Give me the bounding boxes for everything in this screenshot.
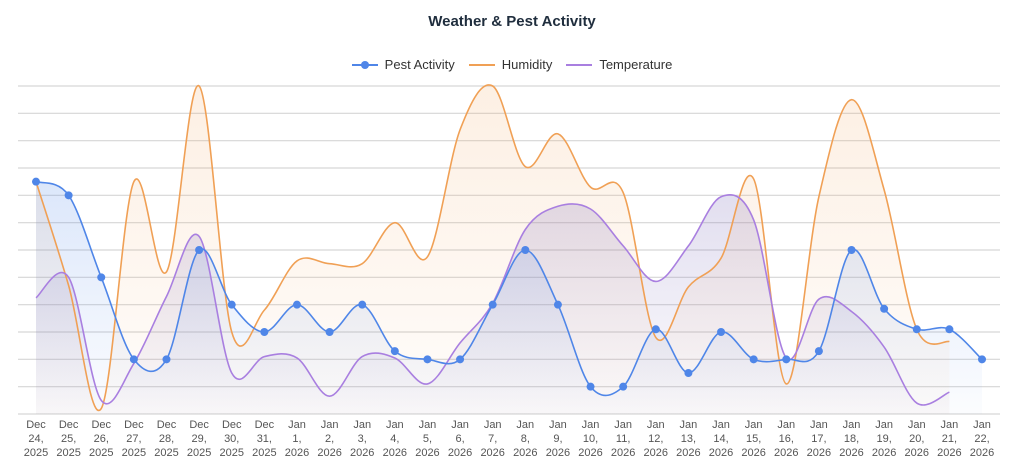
pest-activity-point [619, 382, 628, 391]
x-tick-label: Dec 28, 2025 [154, 419, 178, 459]
x-tick-label: Jan 17, 2026 [807, 419, 831, 459]
x-tick-label: Dec 27, 2025 [122, 419, 146, 459]
pest-activity-line [35, 180, 983, 397]
chart-title: Weather & Pest Activity [428, 13, 596, 30]
legend: Pest Activity Humidity Temperature [0, 57, 1024, 72]
x-tick-label: Dec 29, 2025 [187, 419, 211, 459]
pest-activity-point [488, 300, 497, 309]
x-tick-label: Jan 22, 2026 [970, 419, 994, 459]
x-tick-label: Jan 5, 2026 [415, 419, 439, 459]
pest-activity-point [651, 325, 660, 334]
pest-activity-point [945, 325, 954, 334]
x-tick-label: Jan 21, 2026 [937, 419, 961, 459]
x-tick-label: Dec 31, 2025 [252, 419, 276, 459]
x-tick-label: Jan 10, 2026 [578, 419, 602, 459]
pest-activity-point [97, 273, 106, 282]
pest-activity-point [64, 191, 73, 200]
x-tick-label: Jan 19, 2026 [872, 419, 896, 459]
humidity-swatch-icon [468, 63, 495, 66]
pest-activity-point [456, 355, 465, 364]
x-tick-label: Jan 12, 2026 [644, 419, 668, 459]
pest-activity-point [521, 246, 530, 254]
x-tick-label: Dec 24, 2025 [24, 419, 48, 459]
pest-activity-point [847, 246, 856, 254]
x-tick-label: Jan 15, 2026 [741, 419, 765, 459]
x-tick-label: Jan 6, 2026 [448, 419, 472, 459]
pest-activity-point [814, 347, 823, 356]
pest-activity-point [912, 325, 921, 334]
x-tick-label: Jan 1, 2026 [285, 419, 309, 459]
pest-activity-point [880, 304, 889, 313]
pest-activity-point [32, 177, 40, 186]
x-tick-label: Jan 3, 2026 [350, 419, 374, 459]
pest-activity-point [129, 355, 138, 364]
legend-item-temperature[interactable]: Temperature [566, 57, 672, 72]
x-tick-label: Dec 26, 2025 [89, 419, 113, 459]
x-tick-label: Dec 30, 2025 [219, 419, 243, 459]
pest-activity-point [586, 382, 595, 391]
pest-activity-point [717, 328, 726, 336]
x-tick-label: Jan 4, 2026 [383, 419, 407, 459]
x-tick-label: Jan 7, 2026 [480, 419, 504, 459]
pest-activity-point [227, 300, 236, 309]
legend-item-pest-activity[interactable]: Pest Activity [351, 57, 455, 72]
pest-activity-point [390, 347, 399, 356]
x-tick-label: Dec 25, 2025 [56, 419, 80, 459]
pest-activity-point [325, 328, 334, 336]
pest-activity-point [260, 328, 269, 336]
pest-activity-point [684, 369, 693, 377]
pest-activity-point [749, 355, 758, 364]
legend-label: Temperature [599, 57, 673, 72]
pest-activity-point [978, 355, 986, 364]
x-tick-label: Jan 8, 2026 [513, 419, 537, 459]
legend-label: Pest Activity [384, 57, 455, 72]
x-tick-label: Jan 14, 2026 [709, 419, 733, 459]
pest-activity-point [553, 300, 562, 309]
pest-activity-point [292, 300, 301, 309]
x-tick-label: Jan 13, 2026 [676, 419, 700, 459]
legend-label: Humidity [501, 57, 553, 72]
pest-activity-swatch-icon [351, 60, 378, 69]
x-tick-label: Jan 20, 2026 [905, 419, 929, 459]
pest-activity-area [36, 181, 982, 414]
x-tick-label: Jan 11, 2026 [611, 419, 635, 459]
x-tick-label: Jan 16, 2026 [774, 419, 798, 459]
pest-activity-point [782, 355, 791, 364]
pest-activity-point [358, 300, 367, 309]
pest-activity-point [195, 246, 204, 254]
pest-activity-point [423, 355, 432, 364]
x-tick-label: Jan 2, 2026 [317, 419, 341, 459]
x-tick-label: Jan 9, 2026 [546, 419, 570, 459]
temperature-swatch-icon [566, 63, 593, 66]
pest-activity-point [162, 355, 171, 364]
legend-item-humidity[interactable]: Humidity [468, 57, 553, 72]
x-tick-label: Jan 18, 2026 [839, 419, 863, 459]
